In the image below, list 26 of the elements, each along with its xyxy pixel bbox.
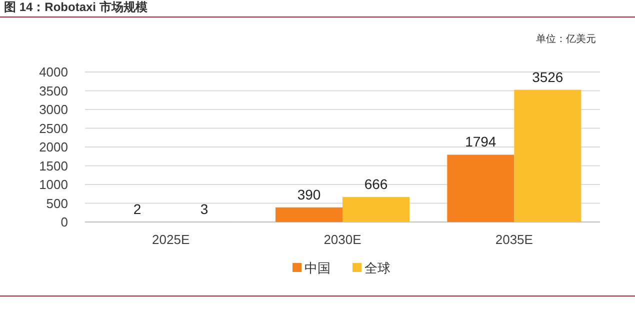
x-tick-label: 2035E <box>495 232 534 247</box>
bar <box>447 154 514 222</box>
bar <box>342 197 410 222</box>
y-tick-label: 2500 <box>39 120 68 136</box>
data-label: 1794 <box>465 134 496 150</box>
x-tick-label: 2025E <box>152 232 190 247</box>
data-label: 3 <box>200 200 208 217</box>
legend-label: 全球 <box>364 260 390 276</box>
y-tick-label: 1500 <box>39 158 68 174</box>
data-label: 3526 <box>532 68 564 85</box>
y-tick-label: 0 <box>60 214 68 230</box>
bar <box>276 207 342 222</box>
title: 图 14：Robotaxi 市场规模 <box>4 0 148 14</box>
bar <box>514 90 582 222</box>
y-tick-label: 3500 <box>39 83 68 98</box>
y-tick-label: 500 <box>46 196 68 211</box>
annotation: 单位：亿美元 <box>536 34 596 45</box>
legend-label: 中国 <box>304 260 330 276</box>
y-tick-label: 3000 <box>39 102 68 117</box>
y-tick-label: 1000 <box>39 177 68 192</box>
x-tick-label: 2030E <box>324 232 362 247</box>
data-label: 390 <box>297 186 321 202</box>
y-tick-label: 2000 <box>39 140 68 154</box>
data-label: 2 <box>133 200 142 217</box>
y-tick-label: 4000 <box>39 64 68 80</box>
data-label: 666 <box>364 176 388 192</box>
